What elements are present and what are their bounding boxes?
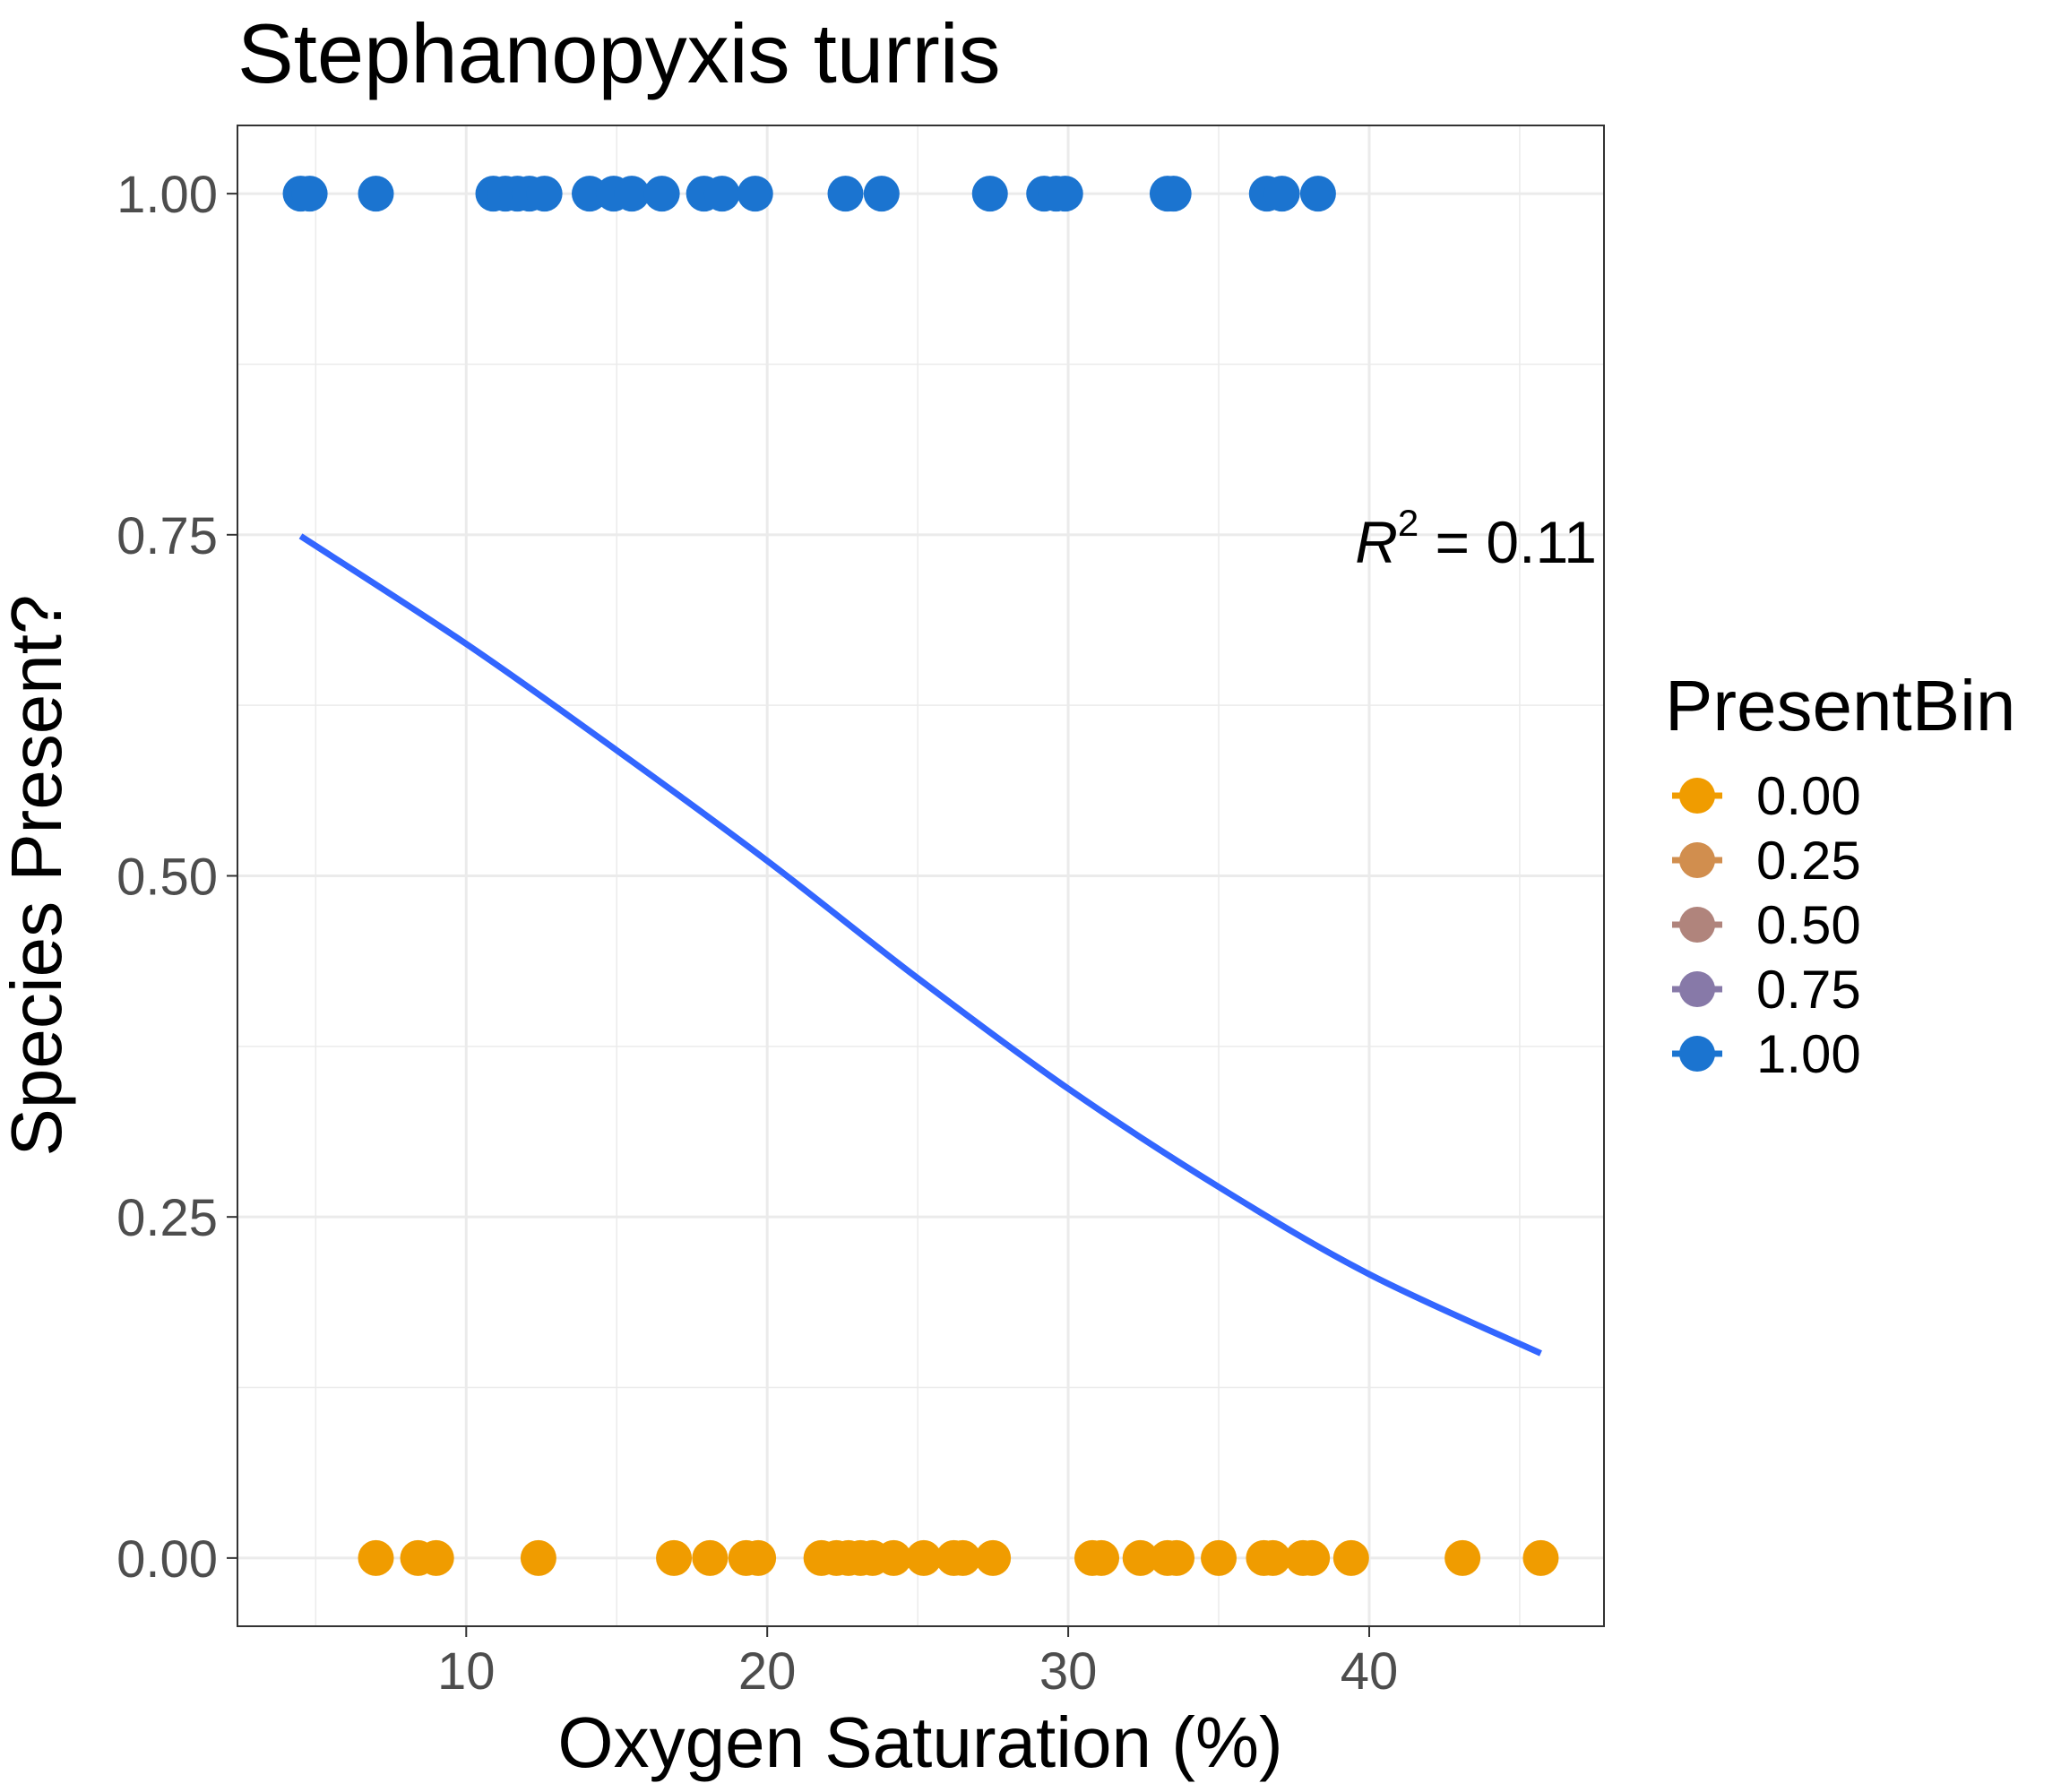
x-axis-title: Oxygen Saturation (%)	[557, 1702, 1282, 1782]
present-point	[827, 176, 864, 212]
r-squared-value: = 0.11	[1419, 509, 1597, 575]
absent-point	[975, 1539, 1012, 1576]
present-point	[971, 176, 1008, 212]
x-tick-label: 10	[437, 1642, 496, 1701]
y-tick-label: 0.50	[116, 849, 218, 907]
absent-point	[1159, 1539, 1195, 1576]
present-point	[291, 176, 328, 212]
present-point	[863, 176, 900, 212]
plot-title: Stephanopyxis turris	[237, 6, 1001, 100]
absent-point	[358, 1539, 394, 1576]
y-tick-label: 0.25	[116, 1189, 218, 1247]
absent-point	[944, 1539, 981, 1576]
legend-key-point	[1679, 1036, 1715, 1072]
y-tick-label: 0.75	[116, 507, 218, 565]
absent-point	[1122, 1539, 1159, 1576]
legend-entry: 0.75	[1672, 960, 1861, 1020]
r-squared-symbol: R	[1355, 509, 1398, 575]
y-axis-title: Species Present?	[0, 594, 76, 1156]
plot-area: R2 = 0.11	[237, 125, 1605, 1627]
y-tick-label: 1.00	[116, 166, 218, 224]
absent-point	[1444, 1539, 1481, 1576]
x-tick-label: 30	[1039, 1642, 1098, 1701]
present-point	[358, 176, 394, 212]
absent-point	[905, 1539, 942, 1576]
legend: PresentBin 0.000.250.500.751.00	[1665, 666, 2015, 1084]
r-squared-exponent: 2	[1398, 502, 1419, 544]
legend-key-point	[1679, 971, 1715, 1007]
absent-point	[1255, 1539, 1291, 1576]
legend-key-point	[1679, 907, 1715, 943]
absent-point	[692, 1539, 729, 1576]
present-point	[1263, 176, 1300, 212]
absent-point	[1083, 1539, 1120, 1576]
x-axis: 10 20 30 40	[437, 1626, 1398, 1701]
legend-key-point	[1679, 842, 1715, 878]
present-point	[1155, 176, 1192, 212]
legend-label: 1.00	[1756, 1024, 1861, 1084]
present-point	[737, 176, 773, 212]
legend-entry: 1.00	[1672, 1024, 1861, 1084]
present-point	[614, 176, 651, 212]
legend-entry: 0.25	[1672, 831, 1861, 891]
present-point	[1299, 176, 1336, 212]
y-tick-label: 0.00	[116, 1530, 218, 1589]
r-squared-annotation: R2 = 0.11	[1355, 502, 1597, 575]
absent-point	[520, 1539, 556, 1576]
legend-label: 0.50	[1756, 895, 1861, 955]
present-point	[526, 176, 563, 212]
present-point	[643, 176, 680, 212]
legend-entry: 0.50	[1672, 895, 1861, 955]
legend-label: 0.75	[1756, 960, 1861, 1020]
absent-point	[1201, 1539, 1237, 1576]
absent-point	[740, 1539, 777, 1576]
x-tick-label: 40	[1341, 1642, 1399, 1701]
legend-title: PresentBin	[1665, 666, 2015, 745]
present-point	[1047, 176, 1083, 212]
regression-fit-line	[298, 533, 1542, 1357]
absent-point	[1522, 1539, 1559, 1576]
legend-label: 0.25	[1756, 831, 1861, 891]
absent-point	[656, 1539, 693, 1576]
legend-entry: 0.00	[1672, 766, 1861, 826]
legend-key-point	[1679, 778, 1715, 814]
legend-label: 0.00	[1756, 766, 1861, 826]
absent-point	[875, 1539, 912, 1576]
x-tick-label: 20	[738, 1642, 797, 1701]
y-axis: 0.00 0.25 0.50 0.75 1.00	[116, 166, 237, 1589]
present-point	[703, 176, 740, 212]
absent-point	[1332, 1539, 1369, 1576]
data-points	[282, 176, 1559, 1576]
absent-point	[1294, 1539, 1331, 1576]
legend-entries: 0.000.250.500.751.00	[1672, 766, 1861, 1084]
absent-point	[418, 1539, 454, 1576]
